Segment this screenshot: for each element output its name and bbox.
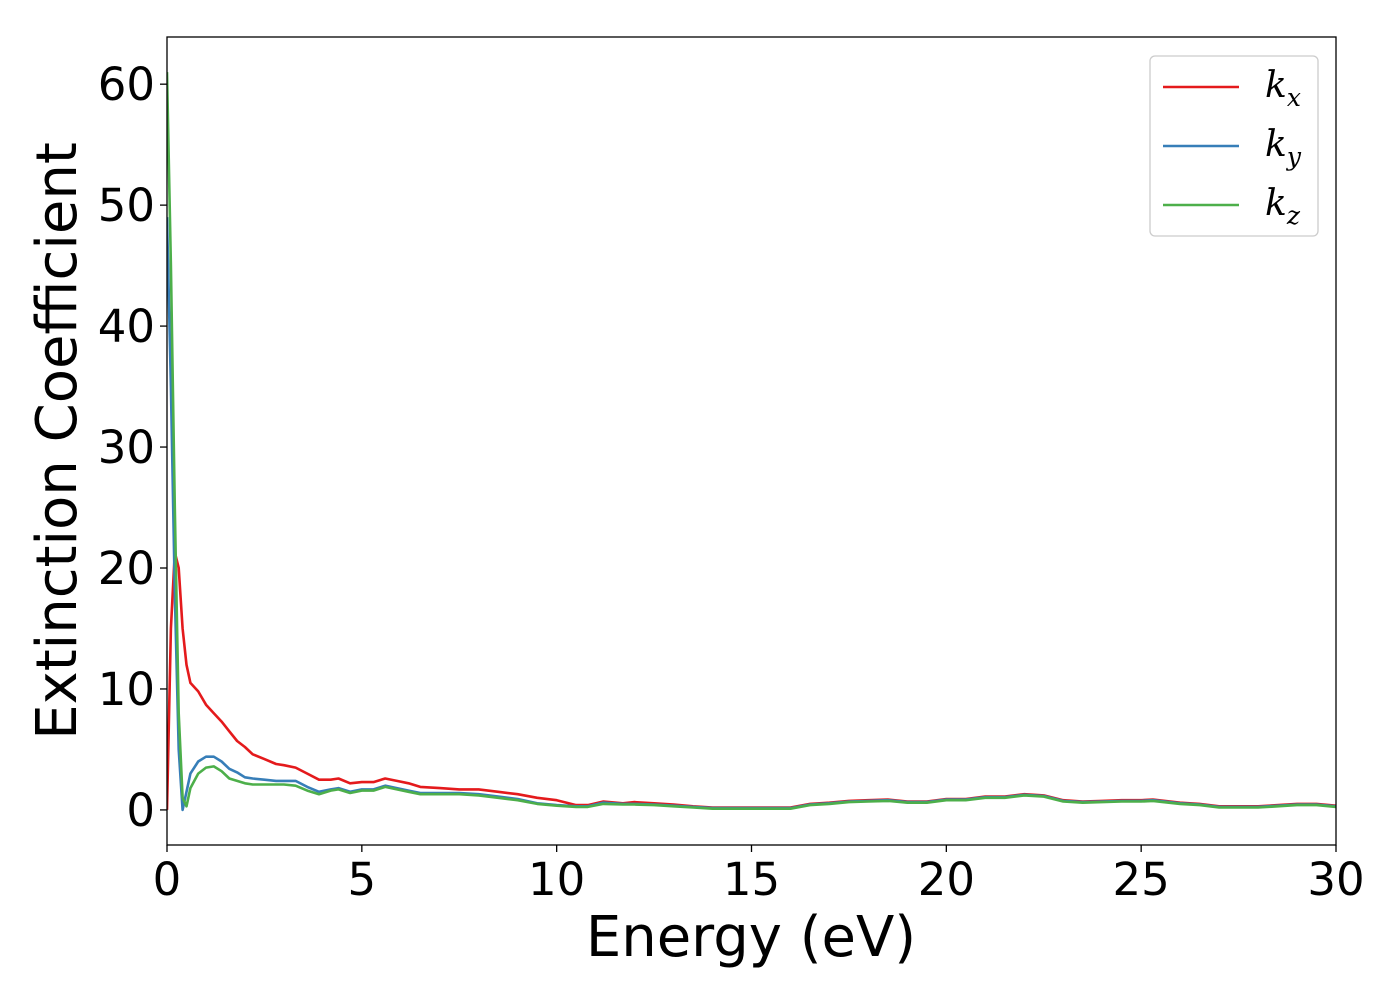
y-tick-label: 50	[98, 179, 155, 232]
legend-label: ky	[1265, 124, 1302, 171]
x-tick-label: 30	[1307, 853, 1364, 906]
plot-lines	[167, 72, 1336, 812]
y-tick-label: 10	[98, 663, 155, 716]
legend: kx ky kz	[1149, 55, 1319, 237]
x-tick-label: 0	[153, 853, 182, 906]
x-tick-label: 20	[918, 853, 975, 906]
x-axis-label: Energy (eV)	[586, 905, 916, 970]
y-tick-label: 30	[98, 421, 155, 474]
x-tick-label: 5	[348, 853, 377, 906]
y-axis-ticks: 0 10 20 30 40 50 60	[98, 58, 167, 837]
x-tick-label: 25	[1113, 853, 1170, 906]
y-tick-label: 40	[98, 300, 155, 353]
y-tick-label: 60	[98, 58, 155, 111]
x-axis-ticks: 0 5 10 15 20 25 30	[153, 845, 1365, 906]
legend-label: kx	[1265, 65, 1301, 112]
y-tick-label: 0	[126, 784, 155, 837]
y-axis-label: Extinction Coefficient	[25, 142, 90, 740]
x-tick-label: 15	[723, 853, 780, 906]
y-tick-label: 20	[98, 542, 155, 595]
legend-label: kz	[1265, 183, 1301, 230]
x-tick-label: 10	[528, 853, 585, 906]
series-line-kz	[167, 72, 1336, 811]
